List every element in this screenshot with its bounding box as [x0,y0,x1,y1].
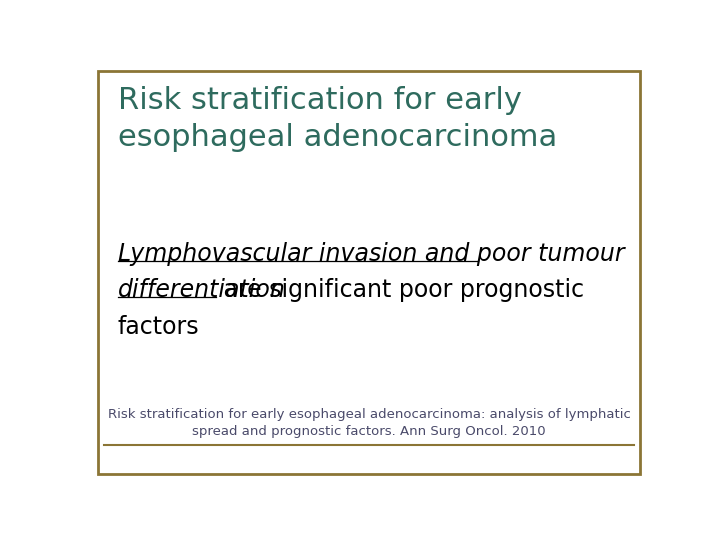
Text: factors: factors [118,315,199,339]
Text: Lymphovascular invasion and poor tumour: Lymphovascular invasion and poor tumour [118,241,624,266]
Text: are significant poor prognostic: are significant poor prognostic [215,278,584,302]
Text: Risk stratification for early
esophageal adenocarcinoma: Risk stratification for early esophageal… [118,85,557,152]
Text: Risk stratification for early esophageal adenocarcinoma: analysis of lymphatic
s: Risk stratification for early esophageal… [107,408,631,438]
Text: differentiation: differentiation [118,278,286,302]
